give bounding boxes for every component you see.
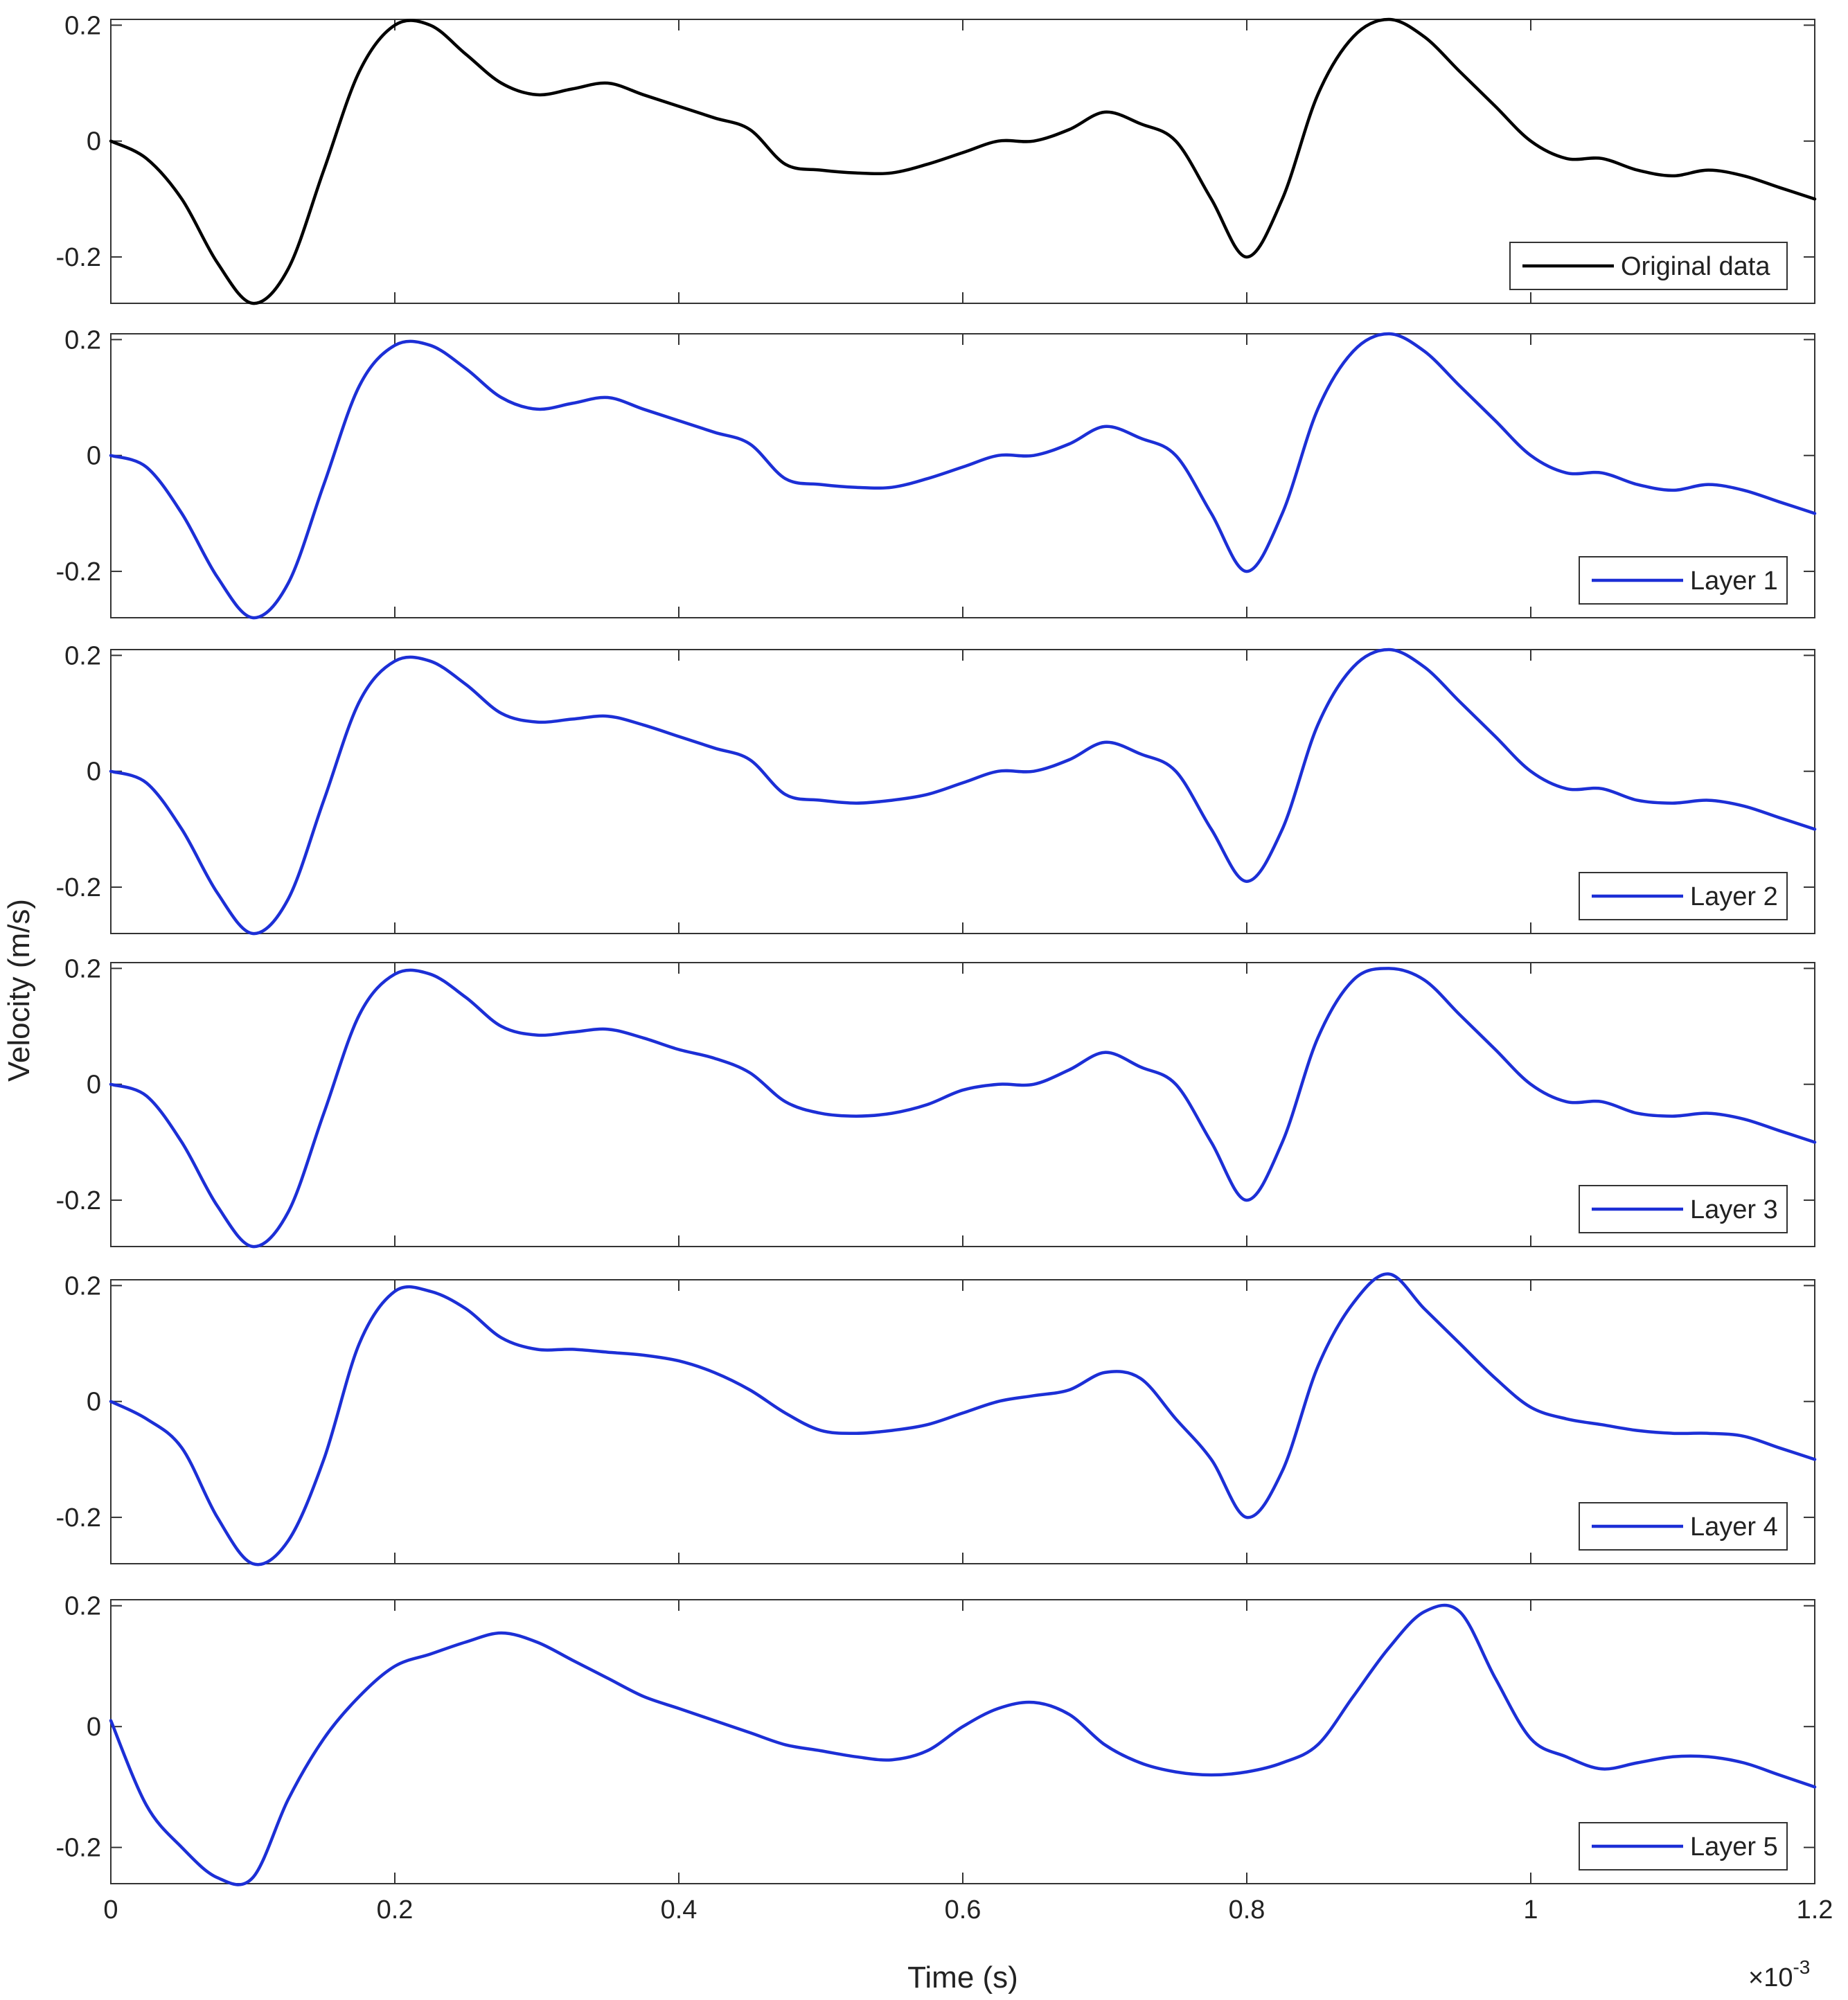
x-axis-exponent: ×10-3 xyxy=(1748,1956,1810,1992)
legend-layer-1: Layer 1 xyxy=(1579,556,1788,605)
series-line-original-data xyxy=(109,17,1817,305)
y-tick-label: -0.2 xyxy=(56,1834,101,1863)
y-tick-label: -0.2 xyxy=(56,1503,101,1533)
y-tick-label: 0 xyxy=(87,1713,101,1742)
series-line-layer-4 xyxy=(109,1272,1817,1566)
y-tick-label: -0.2 xyxy=(56,557,101,587)
series-line-layer-3 xyxy=(109,967,1817,1249)
y-tick-label: 0.2 xyxy=(64,325,101,355)
x-tick-label: 0.8 xyxy=(1229,1895,1265,1925)
panel-layer-5: 0.2 0 -0.2 0 0.2 0.4 0.6 0.8 1 1.2 Layer 5 xyxy=(56,1592,1833,1925)
series-line-layer-1 xyxy=(109,332,1817,620)
x-tick-label: 1.2 xyxy=(1797,1895,1833,1925)
x-axis-exponent-base: ×10 xyxy=(1748,1963,1793,1992)
legend-label: Layer 1 xyxy=(1690,566,1778,596)
x-tick-label: 0.4 xyxy=(661,1895,698,1925)
x-axis-exponent-power: -3 xyxy=(1793,1956,1810,1978)
y-tick-label: -0.2 xyxy=(56,1186,101,1215)
legend-layer-3: Layer 3 xyxy=(1579,1185,1788,1233)
y-tick-label: 0.2 xyxy=(64,1592,101,1621)
y-tick-label: 0.2 xyxy=(64,641,101,670)
y-tick-label: 0.2 xyxy=(64,1271,101,1301)
y-tick-label: 0 xyxy=(87,1388,101,1417)
x-tick-label: 0.2 xyxy=(377,1895,414,1925)
legend-label: Layer 5 xyxy=(1690,1832,1778,1861)
y-axis-label: Velocity (m/s) xyxy=(2,899,36,1082)
legend-layer-2: Layer 2 xyxy=(1579,872,1788,920)
legend-label: Layer 2 xyxy=(1690,882,1778,911)
y-tick-label: 0 xyxy=(87,758,101,787)
panel-layer-1: 0.2 0 -0.2 Layer 1 xyxy=(56,325,1817,620)
x-tick-label: 0 xyxy=(103,1895,118,1925)
legend-label: Layer 3 xyxy=(1690,1195,1778,1224)
y-tick-label: 0.2 xyxy=(64,11,101,40)
x-tick-label: 1 xyxy=(1523,1895,1538,1925)
y-tick-label: -0.2 xyxy=(56,873,101,902)
panel-layer-3: 0.2 0 -0.2 Layer 3 xyxy=(56,954,1817,1249)
x-tick-label: 0.6 xyxy=(945,1895,981,1925)
x-axis-label: Time (s) xyxy=(907,1961,1018,1994)
panel-layer-2: 0.2 0 -0.2 Layer 2 xyxy=(56,641,1817,936)
y-tick-label: 0 xyxy=(87,127,101,157)
series-line-layer-5 xyxy=(109,1603,1817,1886)
panel-layer-4: 0.2 0 -0.2 Layer 4 xyxy=(56,1271,1817,1566)
legend-layer-4: Layer 4 xyxy=(1579,1502,1788,1551)
legend-label: Original data xyxy=(1621,252,1770,281)
y-tick-label: -0.2 xyxy=(56,243,101,272)
legend-layer-5: Layer 5 xyxy=(1579,1822,1788,1870)
y-tick-label: 0 xyxy=(87,442,101,471)
y-tick-label: 0 xyxy=(87,1071,101,1100)
series-line-layer-2 xyxy=(109,648,1817,936)
panel-original-data: 0.2 0 -0.2 Original data xyxy=(56,11,1817,305)
legend-original-data: Original data xyxy=(1509,242,1788,290)
y-tick-label: 0.2 xyxy=(64,954,101,983)
legend-label: Layer 4 xyxy=(1690,1512,1778,1542)
